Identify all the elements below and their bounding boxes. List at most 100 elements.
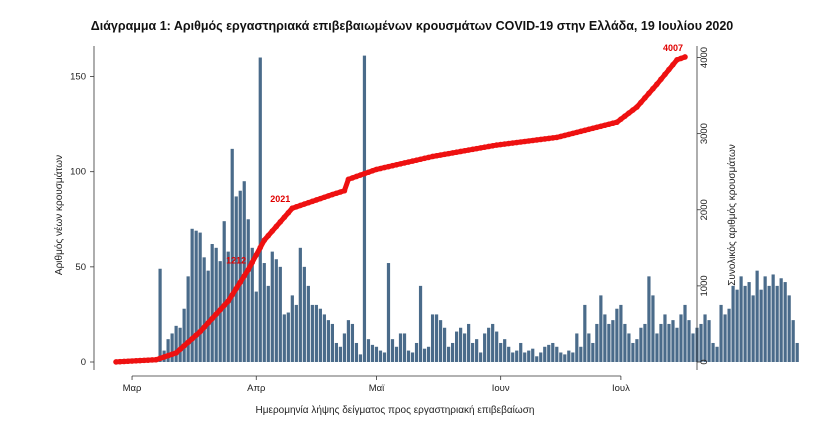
bar — [711, 342, 715, 362]
bar — [707, 320, 711, 362]
bar — [298, 247, 302, 362]
cumulative-point — [209, 315, 215, 322]
bar — [635, 339, 639, 362]
cumulative-point — [265, 232, 272, 239]
cumulative-point — [213, 311, 219, 317]
bar — [563, 354, 567, 362]
bar — [499, 342, 503, 362]
cumulative-point — [217, 307, 223, 313]
cumulative-point — [137, 357, 143, 364]
cumulative-point — [245, 266, 252, 273]
cumulative-point — [197, 328, 203, 335]
x-tick-label: Μαρ — [123, 383, 142, 394]
bar — [783, 282, 787, 362]
cumulative-point — [285, 209, 292, 216]
bar — [294, 304, 298, 362]
cumulative-point — [269, 228, 276, 234]
bar — [719, 304, 723, 362]
bar — [210, 244, 214, 362]
y-right-tick-label: 3000 — [699, 123, 710, 144]
y-right-tick-label: 2000 — [699, 199, 710, 220]
y-axis-left-label: Αριθμός νέων κρουσμάτων — [53, 155, 65, 275]
bar — [567, 350, 571, 362]
bar — [222, 221, 226, 362]
bar — [603, 314, 607, 362]
bar — [202, 257, 206, 362]
bar — [543, 346, 547, 362]
bar — [170, 333, 174, 362]
cumulative-point — [638, 99, 644, 106]
bar — [410, 352, 415, 362]
cumulative-point — [630, 107, 636, 113]
x-tick-label: Ιουν — [492, 383, 510, 394]
y-right-tick-label: 1000 — [699, 275, 710, 296]
bar — [322, 314, 326, 362]
bar — [334, 342, 338, 362]
bar — [571, 352, 575, 362]
bar — [723, 314, 727, 362]
bar — [523, 352, 527, 362]
bar — [174, 325, 178, 362]
cumulative-point — [173, 350, 179, 356]
bar — [230, 148, 234, 362]
bar — [727, 308, 731, 362]
bar — [779, 278, 783, 362]
bar — [679, 314, 683, 362]
cumulative-point — [646, 90, 652, 97]
bar — [623, 323, 627, 362]
bar — [182, 308, 186, 362]
bar — [643, 323, 647, 362]
cumulative-point — [141, 357, 147, 364]
bar — [647, 276, 651, 362]
cumulative-point — [614, 119, 620, 126]
cumulative-point — [233, 285, 240, 292]
bar — [290, 295, 294, 362]
bar — [254, 291, 258, 362]
bar — [691, 333, 695, 362]
bar — [575, 333, 579, 362]
bar — [362, 55, 367, 363]
bar — [675, 327, 679, 362]
y-left-tick-label: 0 — [81, 357, 86, 368]
bar — [338, 346, 343, 362]
bar — [483, 333, 487, 362]
cumulative-point — [277, 219, 284, 225]
bar — [699, 323, 703, 362]
cumulative-point — [149, 357, 155, 363]
bar — [743, 285, 747, 362]
bar — [318, 308, 322, 362]
bar — [771, 274, 775, 362]
cumulative-point — [670, 61, 676, 68]
bar — [406, 350, 411, 362]
cumulative-point — [117, 358, 123, 365]
bar — [286, 312, 290, 362]
bar — [378, 350, 383, 362]
bar — [655, 333, 659, 362]
bar — [475, 339, 479, 362]
bar — [551, 342, 555, 362]
bar — [238, 190, 242, 362]
bar — [374, 346, 379, 362]
cumulative-point — [225, 298, 232, 304]
bar — [715, 346, 719, 362]
bar — [438, 320, 443, 362]
bar — [278, 266, 282, 362]
bar — [559, 352, 563, 362]
cumulative-point — [185, 339, 191, 346]
bar — [539, 352, 543, 362]
bar — [767, 285, 771, 362]
bar — [366, 339, 371, 362]
x-axis-label: Ημερομηνία λήψης δείγματος προς εργαστηρ… — [256, 404, 535, 416]
bar — [787, 295, 791, 362]
bar — [314, 304, 318, 362]
bar — [459, 327, 463, 362]
bar — [527, 350, 531, 362]
bar — [791, 320, 795, 362]
y-left-tick-label: 100 — [70, 167, 86, 178]
bar — [422, 348, 427, 362]
bar — [611, 320, 615, 362]
bar — [595, 323, 599, 362]
cumulative-point — [113, 359, 119, 365]
bar — [471, 342, 475, 362]
bar — [198, 232, 202, 362]
